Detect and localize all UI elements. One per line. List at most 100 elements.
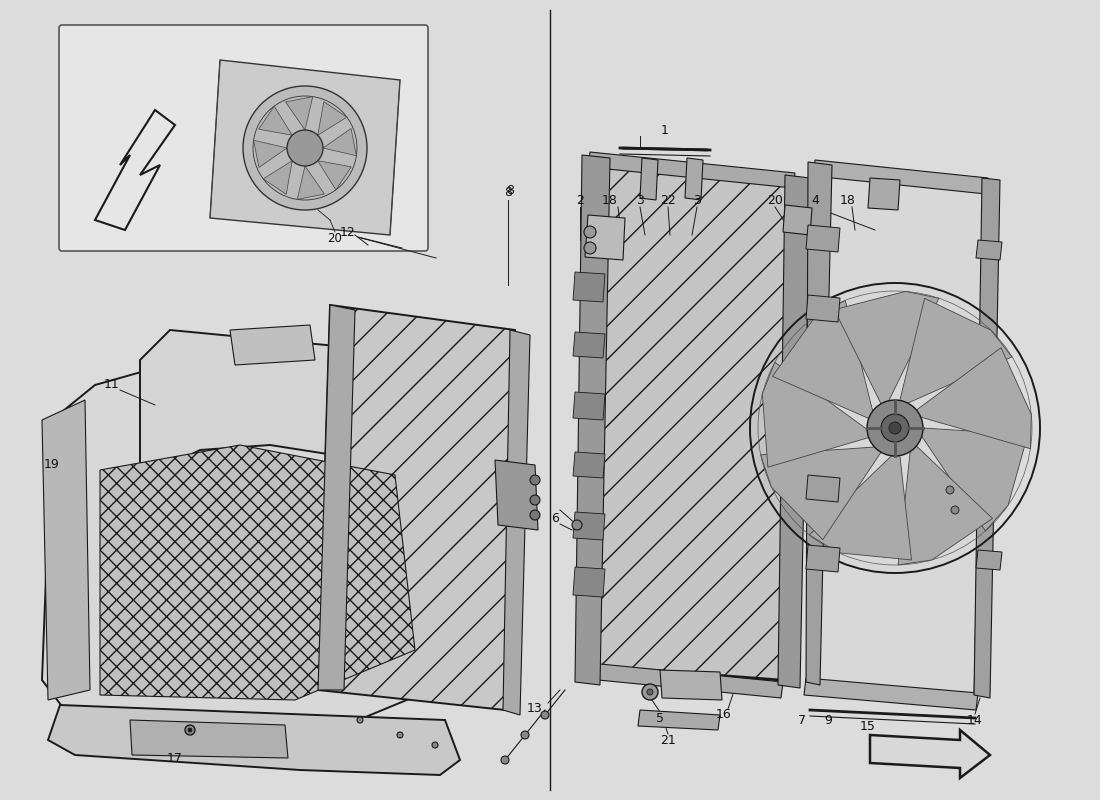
Circle shape bbox=[572, 520, 582, 530]
Polygon shape bbox=[318, 305, 515, 710]
Circle shape bbox=[358, 717, 363, 723]
Polygon shape bbox=[42, 400, 90, 700]
Circle shape bbox=[584, 226, 596, 238]
Text: 6: 6 bbox=[551, 511, 559, 525]
Polygon shape bbox=[868, 178, 900, 210]
Circle shape bbox=[647, 689, 653, 695]
Polygon shape bbox=[976, 550, 1002, 570]
Circle shape bbox=[867, 400, 923, 456]
Circle shape bbox=[530, 510, 540, 520]
Text: 3: 3 bbox=[693, 194, 701, 206]
Text: 7: 7 bbox=[798, 714, 806, 726]
Circle shape bbox=[584, 242, 596, 254]
Polygon shape bbox=[254, 140, 287, 167]
Circle shape bbox=[541, 711, 549, 719]
Circle shape bbox=[642, 684, 658, 700]
Text: 8: 8 bbox=[506, 183, 514, 197]
Polygon shape bbox=[808, 162, 984, 695]
Polygon shape bbox=[582, 155, 790, 680]
Text: 8: 8 bbox=[504, 186, 512, 198]
Circle shape bbox=[530, 495, 540, 505]
Polygon shape bbox=[585, 215, 625, 260]
Circle shape bbox=[500, 756, 509, 764]
Polygon shape bbox=[263, 161, 293, 194]
Polygon shape bbox=[297, 166, 324, 199]
Circle shape bbox=[432, 742, 438, 748]
Polygon shape bbox=[834, 291, 939, 404]
Polygon shape bbox=[503, 330, 530, 715]
Circle shape bbox=[397, 732, 403, 738]
Polygon shape bbox=[762, 362, 869, 467]
Polygon shape bbox=[495, 460, 538, 530]
Polygon shape bbox=[573, 512, 605, 540]
Polygon shape bbox=[258, 106, 293, 135]
Polygon shape bbox=[210, 60, 400, 235]
Circle shape bbox=[530, 475, 540, 485]
Polygon shape bbox=[575, 155, 611, 685]
Polygon shape bbox=[578, 662, 783, 698]
Text: 18: 18 bbox=[602, 194, 618, 206]
Circle shape bbox=[952, 506, 959, 514]
Text: 13: 13 bbox=[527, 702, 543, 714]
Text: 20: 20 bbox=[767, 194, 783, 206]
Text: 3: 3 bbox=[636, 194, 644, 206]
Text: 14: 14 bbox=[967, 714, 983, 726]
Text: 17: 17 bbox=[167, 751, 183, 765]
Polygon shape bbox=[588, 152, 795, 188]
Polygon shape bbox=[922, 428, 1027, 531]
Polygon shape bbox=[660, 670, 722, 700]
Polygon shape bbox=[806, 225, 840, 252]
Text: 5: 5 bbox=[656, 711, 664, 725]
Text: 15: 15 bbox=[860, 719, 876, 733]
Text: 22: 22 bbox=[660, 194, 675, 206]
Text: 18: 18 bbox=[840, 194, 856, 206]
Polygon shape bbox=[318, 161, 351, 190]
Polygon shape bbox=[806, 475, 840, 502]
Polygon shape bbox=[783, 205, 812, 235]
Polygon shape bbox=[573, 332, 605, 358]
Polygon shape bbox=[573, 452, 605, 478]
Polygon shape bbox=[900, 298, 1012, 403]
Circle shape bbox=[889, 422, 901, 434]
Polygon shape bbox=[804, 678, 978, 710]
Polygon shape bbox=[573, 272, 605, 302]
Text: 21: 21 bbox=[660, 734, 675, 746]
Text: 4: 4 bbox=[811, 194, 818, 206]
Polygon shape bbox=[573, 392, 605, 420]
Circle shape bbox=[188, 728, 192, 732]
Polygon shape bbox=[286, 97, 312, 130]
Polygon shape bbox=[806, 162, 832, 685]
Polygon shape bbox=[48, 705, 460, 775]
FancyBboxPatch shape bbox=[59, 25, 428, 251]
Polygon shape bbox=[323, 129, 356, 156]
Polygon shape bbox=[806, 545, 840, 572]
Polygon shape bbox=[230, 325, 315, 365]
Polygon shape bbox=[638, 710, 721, 730]
Polygon shape bbox=[806, 295, 840, 322]
Polygon shape bbox=[573, 567, 605, 597]
Polygon shape bbox=[100, 445, 415, 700]
Polygon shape bbox=[974, 178, 1000, 698]
Polygon shape bbox=[778, 175, 810, 688]
Polygon shape bbox=[761, 447, 881, 540]
Circle shape bbox=[287, 130, 323, 166]
Polygon shape bbox=[916, 348, 1032, 449]
Circle shape bbox=[946, 486, 954, 494]
Circle shape bbox=[185, 725, 195, 735]
Polygon shape bbox=[42, 340, 455, 740]
Polygon shape bbox=[772, 300, 872, 418]
Text: 9: 9 bbox=[824, 714, 832, 726]
Polygon shape bbox=[140, 330, 460, 490]
Polygon shape bbox=[870, 730, 990, 778]
Polygon shape bbox=[810, 455, 912, 560]
Polygon shape bbox=[95, 110, 175, 230]
Circle shape bbox=[881, 414, 909, 442]
Polygon shape bbox=[898, 446, 992, 565]
Text: 20: 20 bbox=[328, 231, 342, 245]
Polygon shape bbox=[685, 158, 703, 200]
Polygon shape bbox=[318, 102, 346, 135]
Polygon shape bbox=[130, 720, 288, 758]
Text: 16: 16 bbox=[716, 709, 732, 722]
Polygon shape bbox=[318, 305, 355, 690]
Circle shape bbox=[243, 86, 367, 210]
